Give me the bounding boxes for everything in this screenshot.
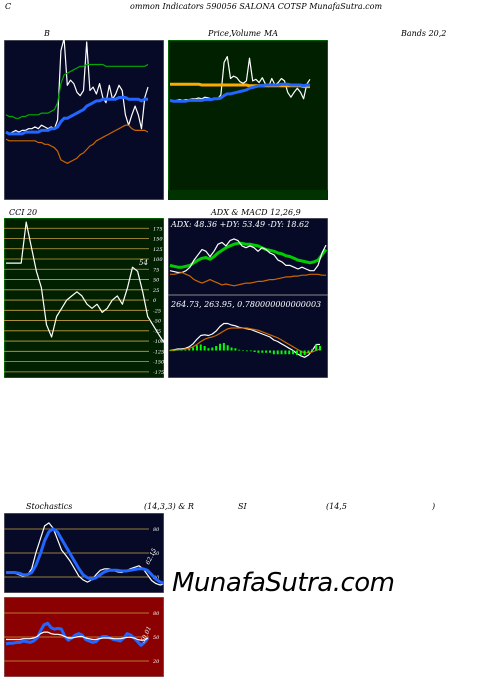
macd-histogram-bar — [257, 350, 260, 353]
header-c: C — [5, 2, 12, 11]
tick-label: 20 — [152, 659, 160, 665]
page-title: ommon Indicators 590056 SALONA COTSP Mun… — [130, 2, 383, 11]
price-volume-ma-ma-orange-line — [170, 82, 310, 89]
adx-minus-dy-line — [170, 271, 326, 287]
tick-label: 50 — [153, 278, 160, 284]
tick-label: 125 — [153, 247, 163, 253]
adx-values: ADX: 48.36 +DY: 53.49 -DY: 18.62 — [170, 220, 309, 229]
bollinger-bands-middle-line — [5, 96, 148, 136]
bollinger-bands-upper-line — [5, 63, 149, 119]
tick-label: 80 — [153, 611, 160, 617]
cci-panel: 1751501251007550250-25-50-75-100-125-150… — [4, 218, 164, 378]
macd-values: 264.73, 263.95, 0.780000000000003 — [170, 300, 321, 309]
tick-label: 150 — [153, 237, 163, 243]
price-ma-panel — [168, 40, 328, 200]
tick-label: -175 — [153, 370, 164, 376]
macd-histogram-bar — [207, 348, 210, 351]
tick-label: -150 — [153, 360, 164, 366]
cci-cci-line — [6, 221, 164, 343]
macd-histogram-bar — [169, 350, 171, 351]
macd-histogram-bar — [307, 350, 310, 353]
rsi-rsi-white-line — [6, 631, 149, 641]
macd-histogram-bar — [319, 346, 321, 351]
macd-histogram-bar — [276, 350, 279, 355]
bands-label: Bands 20,2 — [401, 29, 447, 38]
tick-label: 80 — [153, 527, 160, 533]
macd-histogram-bar — [180, 349, 183, 351]
macd-histogram-bar — [199, 344, 202, 351]
macd-histogram-bar — [292, 350, 295, 355]
price-label: Price, — [208, 29, 232, 38]
macd-histogram-bar — [295, 350, 298, 355]
volume-label: Volume — [231, 29, 261, 38]
stochastics-d-line — [6, 527, 164, 585]
tick-label: 175 — [153, 226, 163, 232]
macd-histogram-bar — [269, 350, 271, 353]
bollinger-panel — [4, 40, 164, 200]
macd-histogram-bar — [176, 349, 179, 351]
macd-histogram-bar — [242, 350, 245, 351]
macd-histogram-bar — [222, 343, 225, 351]
macd-histogram-bar — [238, 349, 241, 351]
macd-histogram-bar — [215, 346, 218, 351]
tick-label: 50 — [153, 635, 160, 641]
macd-signal-line — [170, 327, 321, 354]
macd-histogram-bar — [284, 350, 287, 355]
macd-histogram-bar — [272, 350, 275, 355]
bollinger-bands-lower-line — [5, 124, 149, 164]
macd-histogram-bar — [265, 350, 268, 353]
macd-histogram-bar — [315, 344, 318, 351]
stoch-title-d: (14,5 — [326, 502, 347, 511]
stoch-title-a: Stochastics — [26, 502, 73, 511]
macd-histogram-bar — [226, 345, 229, 351]
stoch-title-c: SI — [238, 502, 247, 511]
price-volume-ma-price-line — [169, 56, 311, 102]
price-volume-ma-ma-blue-line — [169, 82, 310, 103]
watermark: MunafaSutra.com — [172, 568, 395, 598]
stoch-title-e: ) — [432, 502, 436, 511]
adx-adx-line — [169, 241, 328, 269]
adx-plus-dy-line — [169, 238, 327, 274]
macd-histogram-bar — [230, 347, 233, 351]
adx-title: ADX & MACD 12,26,9 — [211, 208, 301, 217]
macd-histogram-bar — [192, 347, 195, 351]
tick-label: 75 — [153, 267, 159, 273]
macd-histogram-bar — [303, 350, 306, 355]
macd-histogram-bar — [311, 349, 314, 351]
macd-histogram-bar — [299, 350, 302, 355]
macd-histogram-bar — [253, 350, 256, 352]
stoch-title-b: (14,3,3) & R — [144, 502, 194, 511]
macd-histogram-bar — [203, 346, 206, 351]
macd-histogram-bar — [172, 349, 175, 351]
tick-label: 100 — [153, 257, 163, 263]
macd-histogram-bar — [245, 350, 248, 352]
macd-histogram-bar — [261, 350, 264, 353]
tick-label: -50 — [153, 319, 162, 325]
macd-histogram-bar — [280, 350, 283, 355]
bollinger-bands-price-line — [5, 40, 149, 135]
macd-histogram-bar — [249, 350, 252, 352]
tick-label: 50 — [153, 551, 160, 557]
tick-label: 0 — [153, 298, 157, 304]
macd-histogram-bar — [184, 349, 187, 351]
tick-label: -125 — [153, 349, 164, 355]
tick-label: -100 — [153, 339, 164, 345]
cci-value-label: 54 — [139, 259, 148, 267]
macd-histogram-bar — [219, 343, 221, 351]
macd-histogram-bar — [211, 347, 214, 351]
tick-label: 25 — [152, 288, 159, 294]
macd-histogram-bar — [188, 349, 191, 351]
macd-histogram-bar — [195, 345, 198, 351]
rsi-rsi-blue-line — [5, 621, 150, 647]
bb-label: B — [44, 29, 50, 38]
cci-label: CCI 20 — [9, 208, 38, 217]
macd-histogram-bar — [288, 350, 291, 355]
tick-label: -25 — [153, 308, 161, 314]
macd-histogram-bar — [234, 348, 237, 351]
ma-label: MA — [264, 29, 278, 38]
adx-panel: ADX: 48.36 +DY: 53.49 -DY: 18.62 264.73,… — [168, 218, 328, 378]
